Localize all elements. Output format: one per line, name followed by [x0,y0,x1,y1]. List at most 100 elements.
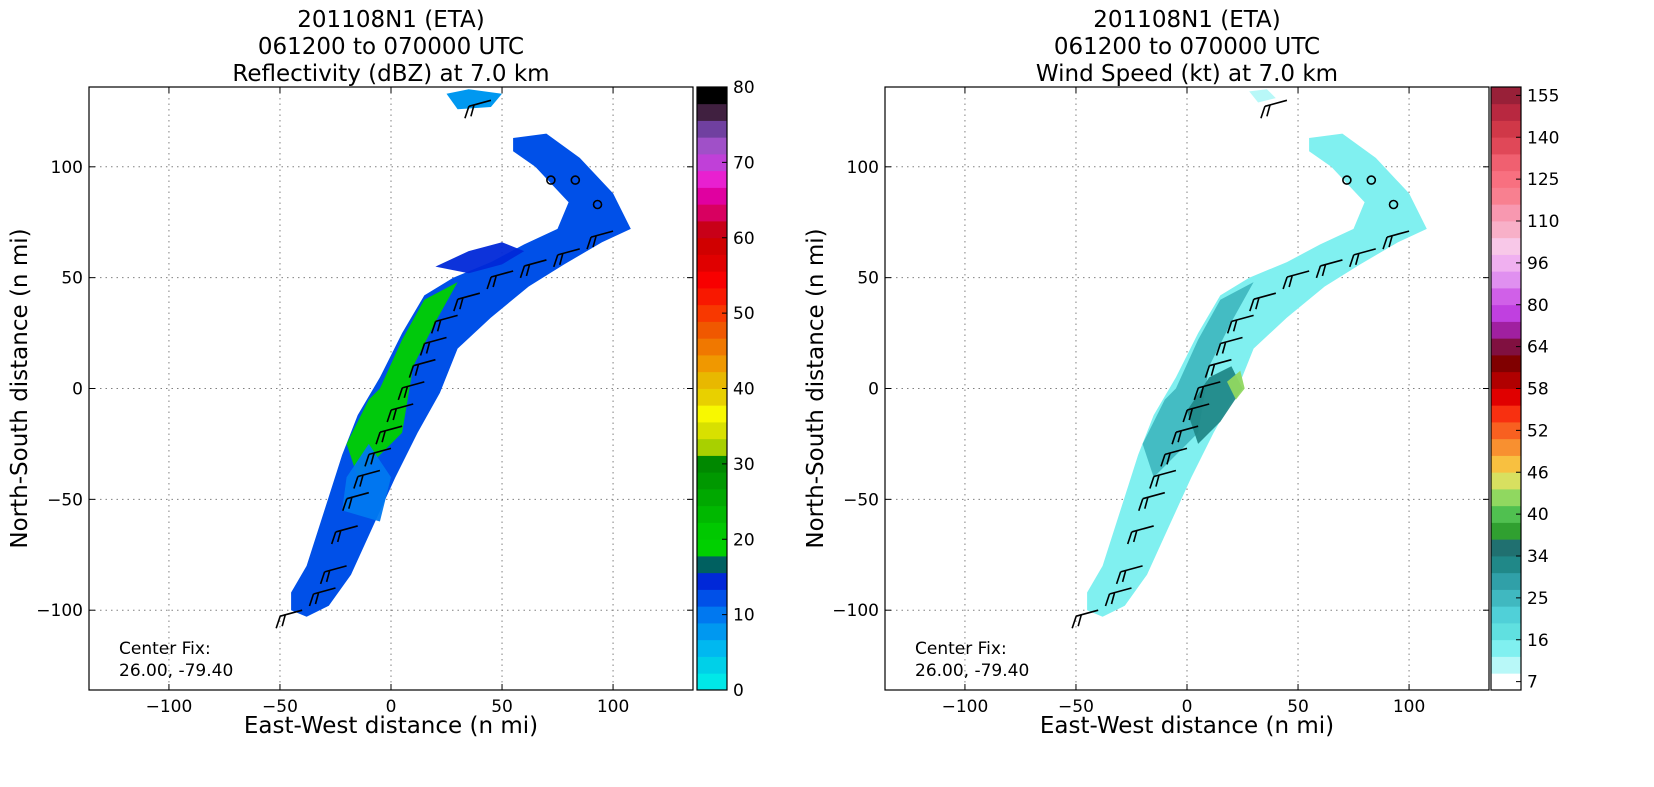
x-tick-label: 50 [491,697,513,717]
wind-barb-flag [519,265,526,279]
colorbar-segment [697,673,727,691]
colorbar-segment [697,505,727,523]
wind-barb-flag [1282,276,1288,290]
colorbar-segment [1491,505,1521,523]
wind-barb-staff [1320,259,1343,267]
wind-barb-staff [524,259,547,267]
wind-barb-flag [464,106,470,119]
wind-barb [1138,491,1166,511]
colorbar-segment [697,120,727,138]
colorbar-segment [1491,639,1521,657]
wind-barb-flag [319,571,326,585]
echo-patch-1 [1142,282,1254,478]
wind-barb-flag [386,409,392,423]
wind-barb [1160,447,1188,467]
colorbar-label: 40 [733,380,755,400]
colorbar-segment [1491,589,1521,607]
wind-barb-flag [1260,106,1266,119]
wind-barb-staff [1075,609,1099,617]
colorbar-label: 58 [1527,380,1549,400]
wind-barb-flag [592,235,597,248]
wind-barb [319,565,347,585]
wind-barb-flag [381,430,386,443]
wind-barb [1182,403,1210,423]
wind-barb-staff [402,381,425,389]
chart-title-line-2: 061200 to 070000 UTC [258,34,524,60]
x-tick-label: −100 [942,697,989,717]
wind-barb-flag [1354,253,1360,266]
y-tick-label: −50 [47,490,83,510]
wind-barb [486,270,514,290]
wind-barb-flag [414,364,420,376]
wind-barb-staff [346,491,370,500]
colorbar-segment [697,639,727,657]
colorbar-segment [1491,438,1521,456]
wind-barb-staff [324,565,347,573]
wind-barb [1226,314,1254,334]
wind-barb [1149,469,1177,489]
wind-barb-flag [1182,409,1188,423]
colorbar-segment [1491,170,1521,188]
colorbar-segment [1491,254,1521,272]
center-fix-annotation-line-2: 26.00, -79.40 [915,661,1029,681]
calm-wind-marker [1366,175,1377,185]
wind-barb [519,259,547,279]
colorbar-segment [697,539,727,557]
colorbar-segment [1491,87,1521,105]
y-tick-label: 50 [857,269,879,289]
wind-barb-flag [492,275,497,288]
wind-barb-flag [1226,321,1233,334]
echo-patch-3 [1227,370,1245,400]
center-fix-annotation-line-1: Center Fix: [119,639,211,659]
wind-barb-flag [453,298,459,312]
colorbar-segment [697,137,727,155]
y-tick-label: −50 [843,490,879,510]
colorbar: 0 10 20 30 40 50 60 70 80 [696,78,755,701]
wind-barb [419,336,447,356]
colorbar-segment [697,338,727,356]
colorbar-label: 34 [1527,547,1549,567]
calm-wind-marker [546,175,556,185]
wind-barb-flag [1077,614,1082,627]
y-tick-label: −100 [832,601,879,621]
wind-barb-staff [557,248,580,256]
wind-barb-staff [1198,381,1221,389]
colorbar-segment [697,288,727,306]
wind-barb-staff [1175,425,1199,433]
y-tick-label: −100 [36,601,83,621]
wind-barb-flag [586,236,592,250]
colorbar-label: 80 [1527,296,1549,316]
colorbar-segment [1491,656,1521,674]
wind-barb-flag [1160,454,1166,467]
colorbar-segment [697,572,727,590]
wind-barb-flag [397,387,404,401]
wind-barb-flag [353,476,359,489]
wind-barb [408,358,436,378]
colorbar-segment [1491,673,1521,691]
colorbar-segment [1491,338,1521,356]
wind-barb-staff [368,447,392,456]
colorbar-segment [1491,455,1521,473]
colorbar-segment [1491,204,1521,222]
wind-barb-flag [1255,297,1260,310]
colorbar-segment [1491,304,1521,322]
grid-lines [89,87,693,690]
wind-barb-flag [1110,592,1116,605]
colorbar-segment [697,271,727,289]
chart-title-line-2: 061200 to 070000 UTC [1054,34,1320,60]
wind-barb [397,381,425,401]
wind-barb [386,403,414,423]
colorbar-label: 52 [1527,421,1549,441]
colorbar-segment [1491,321,1521,339]
colorbar: 7 16 25 34 40 46 52 58 64 80 96 110 125 140 155 [1490,86,1559,693]
wind-barb [1115,565,1143,585]
echo-patch-1 [346,282,458,478]
wind-barb-flag [1221,342,1227,354]
wind-barb-staff [1209,358,1232,367]
y-axis-label: North-South distance (n mi) [803,228,829,548]
wind-barb [586,230,614,250]
wind-barb-flag [1115,571,1122,585]
colorbar-segment [697,438,727,456]
echo-patch-3 [435,242,525,274]
